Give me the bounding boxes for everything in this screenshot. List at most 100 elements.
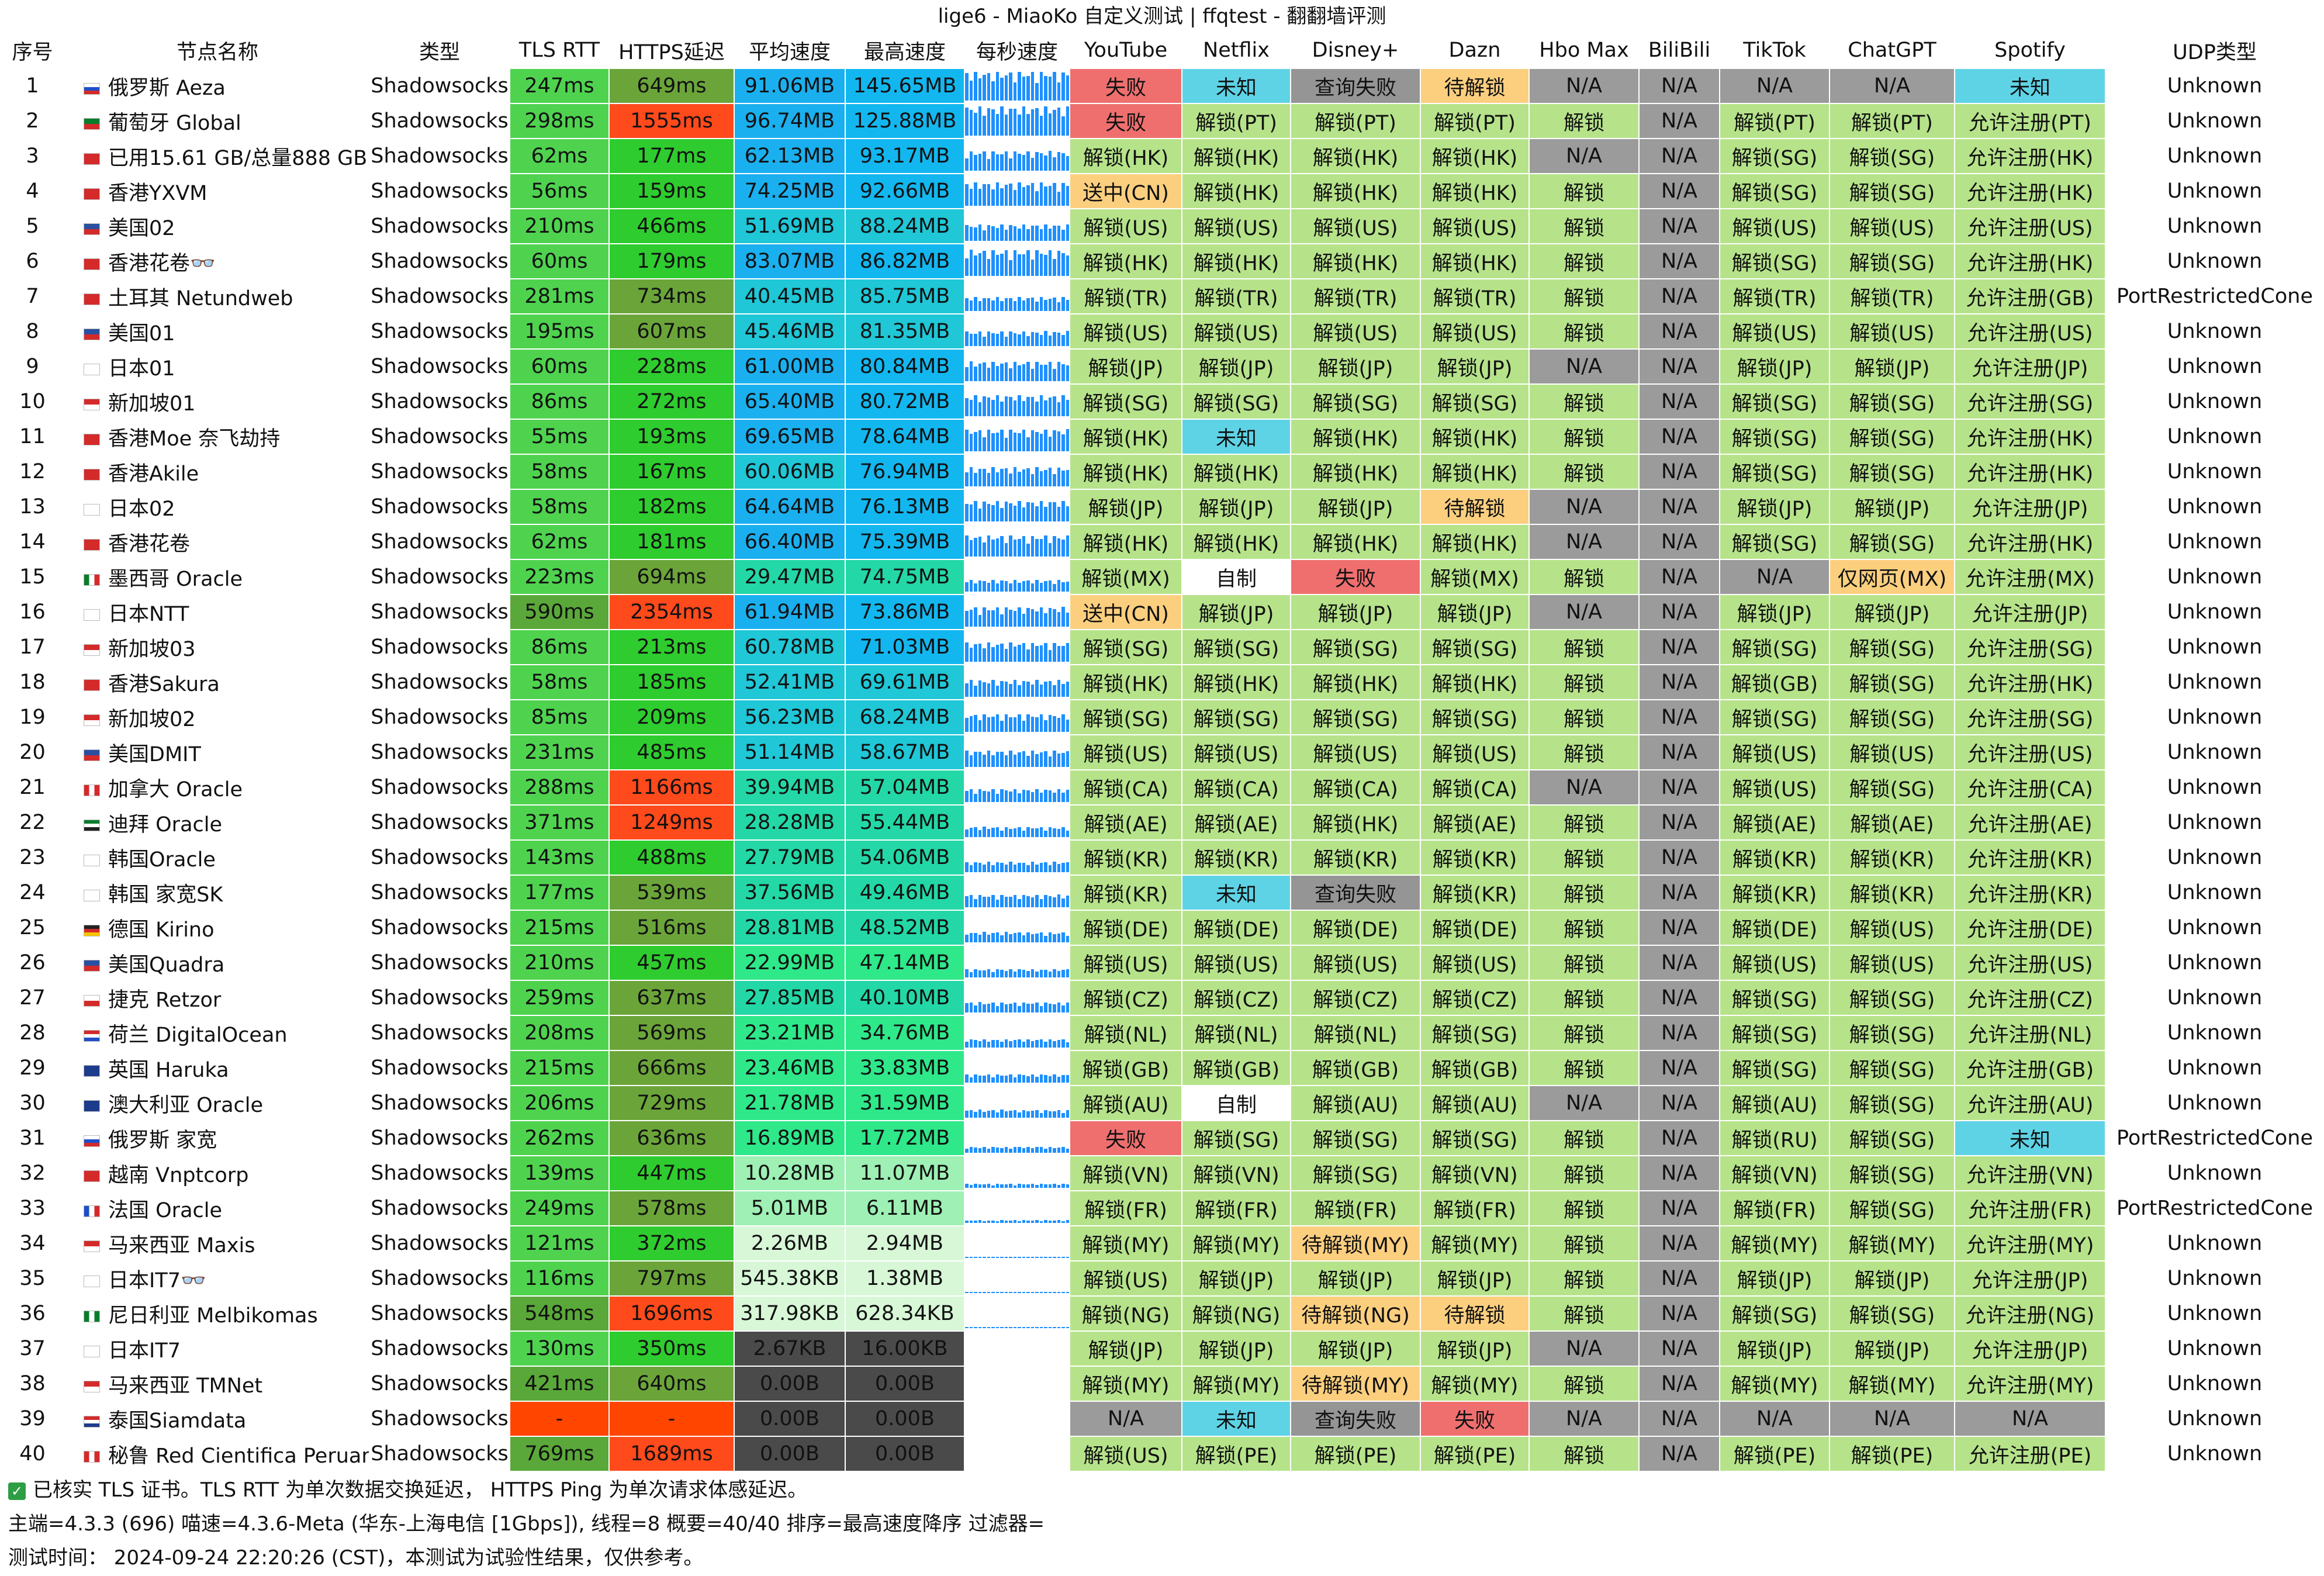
sparkline-bar — [1018, 583, 1021, 592]
table-row[interactable]: 22 迪拜 Oracle Shadowsocks 371ms 1249ms 28.28MB… — [0, 805, 2324, 841]
table-row[interactable]: 15 墨西哥 Oracle Shadowsocks 223ms 694ms 29.47MB… — [0, 559, 2324, 595]
column-header[interactable]: 序号 — [0, 33, 66, 69]
cell-tls: 58ms — [510, 454, 610, 490]
table-row[interactable]: 26 美国Quadra Shadowsocks 210ms 457ms 22.99MB 47… — [0, 945, 2324, 981]
column-header[interactable]: Hbo Max — [1529, 33, 1640, 69]
sparkline-bar — [1000, 402, 1004, 416]
table-row[interactable]: 24 韩国 家宽SK Shadowsocks 177ms 539ms 37.56MB 49.… — [0, 875, 2324, 911]
cell-bili: N/A — [1639, 1121, 1720, 1156]
column-header[interactable]: UDP类型 — [2105, 33, 2324, 69]
column-header[interactable]: TLS RTT — [510, 33, 610, 69]
table-row[interactable]: 33 法国 Oracle Shadowsocks 249ms 578ms 5.01MB 6.… — [0, 1191, 2324, 1226]
sparkline-bar — [991, 755, 995, 767]
cell-avg: 69.65MB — [734, 419, 846, 455]
sparkline-bar — [978, 789, 981, 802]
sparkline-bar — [1057, 1077, 1060, 1083]
table-row[interactable]: 2 葡萄牙 Global Shadowsocks 298ms 1555ms 96.74MB… — [0, 103, 2324, 139]
table-row[interactable]: 13 日本02 Shadowsocks 58ms 182ms 64.64MB 76.13MB… — [0, 489, 2324, 525]
column-header[interactable]: YouTube — [1070, 33, 1182, 69]
table-row[interactable]: 4 香港YXVM Shadowsocks 56ms 159ms 74.25MB 92.66M… — [0, 174, 2324, 209]
sparkline-bar — [978, 402, 981, 416]
table-row[interactable]: 9 日本01 Shadowsocks 60ms 228ms 61.00MB 80.84MB 解… — [0, 349, 2324, 385]
cell-sp: 允许注册(SG) — [1955, 700, 2106, 735]
column-header[interactable]: TikTok — [1720, 33, 1830, 69]
sparkline-bar — [969, 1292, 973, 1293]
table-row[interactable]: 7 土耳其 Netundweb Shadowsocks 281ms 734ms 40.45… — [0, 279, 2324, 314]
sparkline-bar — [1066, 1075, 1068, 1083]
sparkline-bar — [995, 154, 999, 171]
cell-type: Shadowsocks — [369, 1296, 510, 1332]
table-row[interactable]: 27 捷克 Retzor Shadowsocks 259ms 637ms 27.85MB 4… — [0, 980, 2324, 1016]
table-row[interactable]: 14 香港花卷 Shadowsocks 62ms 181ms 66.40MB 75.39MB… — [0, 524, 2324, 560]
column-header[interactable]: Netflix — [1182, 33, 1291, 69]
node-name: 日本NTT — [108, 602, 189, 626]
table-row[interactable]: 5 美国02 Shadowsocks 210ms 466ms 51.69MB 88.24MB… — [0, 209, 2324, 244]
table-row[interactable]: 29 英国 Haruka Shadowsocks 215ms 666ms 23.46MB 3… — [0, 1050, 2324, 1086]
sparkline-bar — [983, 362, 986, 381]
table-row[interactable]: 17 新加坡03 Shadowsocks 86ms 213ms 60.78MB 71.03M… — [0, 630, 2324, 665]
table-row[interactable]: 40 秘鲁 Red Cientifica Peruana Shadowsocks 76… — [0, 1436, 2324, 1472]
column-header[interactable]: BiliBili — [1639, 33, 1720, 69]
column-header[interactable]: 最高速度 — [845, 33, 965, 69]
node-name: 马来西亚 TMNet — [108, 1374, 263, 1398]
cell-sp: 允许注册(US) — [1955, 945, 2106, 981]
sparkline-bar — [1057, 362, 1060, 381]
sparkline-bar — [1026, 1147, 1030, 1153]
table-row[interactable]: 31 俄罗斯 家宽 Shadowsocks 262ms 636ms 16.89MB 17.7… — [0, 1121, 2324, 1156]
cell-nf: 解锁(MY) — [1182, 1226, 1291, 1262]
cell-tls: 139ms — [510, 1156, 610, 1191]
column-header[interactable]: 平均速度 — [734, 33, 846, 69]
table-row[interactable]: 25 德国 Kirino Shadowsocks 215ms 516ms 28.81MB 4… — [0, 910, 2324, 946]
table-row[interactable]: 30 澳大利亚 Oracle Shadowsocks 206ms 729ms 21.78M… — [0, 1086, 2324, 1121]
sparkline-bar — [1035, 972, 1039, 977]
table-row[interactable]: 38 马来西亚 TMNet Shadowsocks 421ms 640ms 0.00B 0.… — [0, 1366, 2324, 1402]
table-row[interactable]: 28 荷兰 DigitalOcean Shadowsocks 208ms 569ms 23… — [0, 1015, 2324, 1051]
column-header[interactable]: ChatGPT — [1830, 33, 1955, 69]
table-row[interactable]: 20 美国DMIT Shadowsocks 231ms 485ms 51.14MB 58.6… — [0, 735, 2324, 770]
table-row[interactable]: 6 香港花卷👓 Shadowsocks 60ms 179ms 83.07MB 86.82MB… — [0, 244, 2324, 279]
table-row[interactable]: 10 新加坡01 Shadowsocks 86ms 272ms 65.40MB 80.72M… — [0, 384, 2324, 420]
sparkline-bar — [991, 828, 995, 837]
table-row[interactable]: 21 加拿大 Oracle Shadowsocks 288ms 1166ms 39.94M… — [0, 770, 2324, 806]
table-row[interactable]: 3 已用15.61 GB/总量888 GB Shadowsocks 62ms 177ms… — [0, 139, 2324, 174]
flag-icon-jp — [84, 609, 100, 621]
table-row[interactable]: 1 俄罗斯 Aeza Shadowsocks 247ms 649ms 91.06MB 145… — [0, 68, 2324, 104]
sparkline-bar — [1061, 297, 1065, 311]
table-row[interactable]: 12 香港Akile Shadowsocks 58ms 167ms 60.06MB 76.9… — [0, 454, 2324, 490]
column-header[interactable]: Disney+ — [1291, 33, 1421, 69]
table-row[interactable]: 11 香港Moe 奈飞劫持 Shadowsocks 55ms 193ms 69.65MB 7… — [0, 419, 2324, 455]
table-row[interactable]: 35 日本IT7👓 Shadowsocks 116ms 797ms 545.38KB 1.3… — [0, 1261, 2324, 1297]
table-row[interactable]: 36 尼日利亚 Melbikomas Shadowsocks 548ms 1696ms 3… — [0, 1296, 2324, 1332]
cell-type: Shadowsocks — [369, 419, 510, 455]
cell-bili: N/A — [1639, 454, 1720, 490]
column-header[interactable]: 每秒速度 — [964, 33, 1070, 69]
column-header[interactable]: Dazn — [1420, 33, 1530, 69]
cell-udp: Unknown — [2105, 489, 2324, 525]
column-header[interactable]: 节点名称 — [65, 33, 370, 69]
table-row[interactable]: 19 新加坡02 Shadowsocks 85ms 209ms 56.23MB 68.24M… — [0, 700, 2324, 735]
sparkline-bar — [1066, 1257, 1068, 1258]
table-row[interactable]: 16 日本NTT Shadowsocks 590ms 2354ms 61.94MB 73.8… — [0, 595, 2324, 630]
table-row[interactable]: 18 香港Sakura Shadowsocks 58ms 185ms 52.41MB 69.… — [0, 665, 2324, 700]
sparkline-bar — [1004, 971, 1008, 977]
cell-id: 22 — [0, 805, 66, 841]
table-row[interactable]: 23 韩国Oracle Shadowsocks 143ms 488ms 27.79MB 54… — [0, 840, 2324, 876]
sparkline-bar — [983, 1292, 986, 1293]
sparkline-bar — [1053, 157, 1056, 171]
table-row[interactable]: 34 马来西亚 Maxis Shadowsocks 121ms 372ms 2.26MB 2… — [0, 1226, 2324, 1262]
cell-yt: 解锁(MY) — [1070, 1226, 1182, 1262]
sparkline-bar — [1000, 644, 1004, 662]
column-header[interactable]: HTTPS延迟 — [609, 33, 735, 69]
table-row[interactable]: 8 美国01 Shadowsocks 195ms 607ms 45.46MB 81.35MB… — [0, 314, 2324, 350]
sparkline-bar — [1066, 1149, 1068, 1153]
sparkline-bar — [1022, 536, 1025, 557]
table-row[interactable]: 37 日本IT7 Shadowsocks 130ms 350ms 2.67KB 16.00K… — [0, 1331, 2324, 1367]
table-row[interactable]: 39 泰国Siamdata Shadowsocks - -0.00B 0.00B N/A 未知… — [0, 1401, 2324, 1437]
table-row[interactable]: 32 越南 Vnptcorp Shadowsocks 139ms 447ms 10.28M… — [0, 1156, 2324, 1191]
sparkline-bar — [1026, 790, 1030, 802]
sparkline-bar — [1057, 251, 1060, 276]
sparkline-bar — [1018, 752, 1021, 767]
column-header[interactable]: Spotify — [1955, 33, 2106, 69]
column-header[interactable]: 类型 — [369, 33, 510, 69]
sparkline-bar — [1066, 790, 1068, 802]
